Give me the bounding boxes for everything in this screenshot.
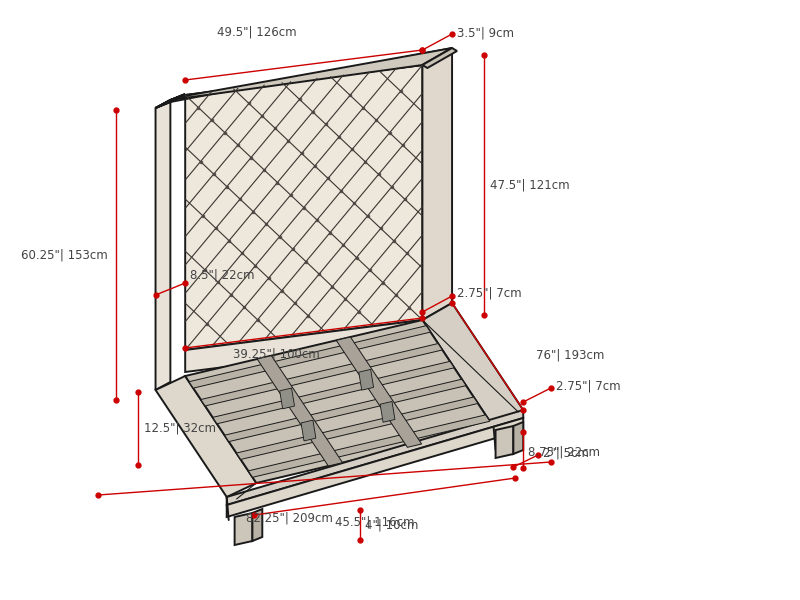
Polygon shape bbox=[185, 320, 422, 372]
Polygon shape bbox=[514, 422, 523, 454]
Text: 49.5"| 126cm: 49.5"| 126cm bbox=[217, 25, 296, 38]
Text: 45.5"| 116cm: 45.5"| 116cm bbox=[335, 515, 414, 528]
Polygon shape bbox=[226, 410, 523, 505]
Polygon shape bbox=[225, 379, 466, 442]
Polygon shape bbox=[234, 513, 253, 545]
Polygon shape bbox=[226, 418, 523, 517]
Text: 47.5"| 121cm: 47.5"| 121cm bbox=[490, 179, 570, 191]
Text: 4"| 10cm: 4"| 10cm bbox=[365, 518, 418, 532]
Polygon shape bbox=[336, 337, 422, 448]
Polygon shape bbox=[201, 344, 442, 406]
Text: 12.5"| 32cm: 12.5"| 32cm bbox=[144, 421, 216, 434]
Text: 76"| 193cm: 76"| 193cm bbox=[536, 349, 605, 361]
Text: 3.5"| 9cm: 3.5"| 9cm bbox=[457, 26, 514, 40]
Polygon shape bbox=[495, 426, 514, 458]
Polygon shape bbox=[257, 356, 342, 466]
Polygon shape bbox=[185, 65, 422, 350]
Text: 60.25"| 153cm: 60.25"| 153cm bbox=[22, 248, 108, 262]
Polygon shape bbox=[189, 326, 430, 388]
Text: 2.75"| 7cm: 2.75"| 7cm bbox=[556, 379, 621, 392]
Polygon shape bbox=[155, 94, 185, 108]
Text: 2"| 5cm: 2"| 5cm bbox=[543, 446, 589, 460]
Text: 82.25"| 209cm: 82.25"| 209cm bbox=[246, 511, 334, 524]
Text: 39.25"| 100cm: 39.25"| 100cm bbox=[233, 348, 319, 361]
Text: 8.5"| 22cm: 8.5"| 22cm bbox=[190, 269, 254, 281]
Polygon shape bbox=[422, 48, 452, 320]
Text: 2.75"| 7cm: 2.75"| 7cm bbox=[457, 286, 522, 299]
Polygon shape bbox=[358, 370, 374, 390]
Polygon shape bbox=[380, 401, 395, 422]
Polygon shape bbox=[237, 397, 478, 460]
Polygon shape bbox=[185, 320, 494, 483]
Polygon shape bbox=[155, 48, 452, 108]
Polygon shape bbox=[155, 376, 256, 497]
Polygon shape bbox=[422, 303, 523, 427]
Polygon shape bbox=[155, 95, 185, 108]
Polygon shape bbox=[253, 509, 262, 541]
Polygon shape bbox=[155, 100, 170, 390]
Polygon shape bbox=[422, 48, 457, 68]
Polygon shape bbox=[280, 388, 294, 409]
Polygon shape bbox=[248, 415, 490, 477]
Text: 8.75"| 22cm: 8.75"| 22cm bbox=[528, 445, 600, 458]
Polygon shape bbox=[213, 361, 454, 424]
Polygon shape bbox=[170, 48, 452, 100]
Polygon shape bbox=[301, 420, 316, 441]
